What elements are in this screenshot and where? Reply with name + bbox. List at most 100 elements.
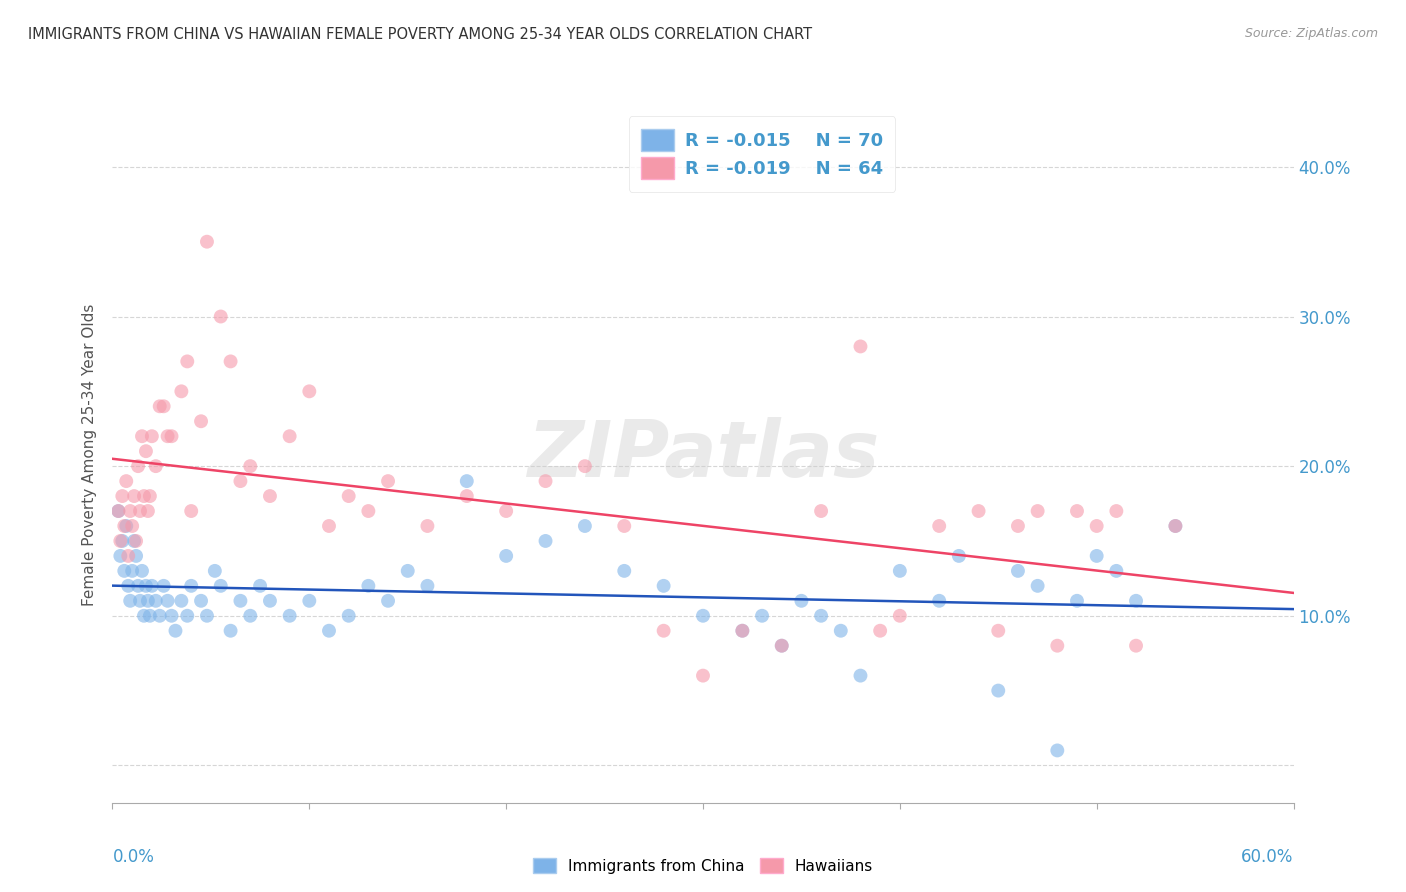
Point (278, 429, 301, 443)
Point (117, 579, 139, 593)
Point (160, 608, 183, 623)
Point (770, 639, 793, 653)
Point (141, 579, 163, 593)
Point (149, 399, 172, 413)
Point (869, 624, 891, 638)
Point (170, 594, 193, 608)
Point (170, 384, 193, 399)
Text: 0.0%: 0.0% (112, 847, 155, 866)
Point (112, 519, 135, 533)
Point (534, 533, 557, 548)
Point (122, 533, 145, 548)
Point (156, 594, 179, 608)
Point (115, 474, 138, 488)
Point (318, 624, 340, 638)
Point (1046, 639, 1069, 653)
Point (135, 579, 157, 593)
Text: IMMIGRANTS FROM CHINA VS HAWAIIAN FEMALE POVERTY AMONG 25-34 YEAR OLDS CORRELATI: IMMIGRANTS FROM CHINA VS HAWAIIAN FEMALE… (28, 27, 813, 42)
Point (495, 549, 517, 563)
Point (125, 533, 148, 548)
Point (652, 624, 675, 638)
Point (209, 310, 232, 324)
Point (145, 459, 167, 474)
Point (1066, 594, 1088, 608)
Point (987, 624, 1010, 638)
Point (131, 429, 153, 443)
Point (110, 549, 132, 563)
Point (117, 549, 139, 563)
Point (1105, 504, 1128, 518)
Point (987, 683, 1010, 698)
Point (219, 354, 242, 368)
Point (139, 489, 162, 503)
Point (396, 564, 419, 578)
Point (770, 639, 793, 653)
Point (107, 504, 129, 518)
Point (190, 414, 212, 428)
Point (131, 564, 153, 578)
Point (229, 474, 252, 488)
Point (190, 594, 212, 608)
Point (357, 504, 380, 518)
Point (111, 533, 134, 548)
Point (790, 594, 813, 608)
Point (127, 579, 149, 593)
Point (810, 608, 832, 623)
Point (731, 624, 754, 638)
Point (1026, 579, 1049, 593)
Point (136, 504, 159, 518)
Text: Source: ZipAtlas.com: Source: ZipAtlas.com (1244, 27, 1378, 40)
Point (928, 594, 950, 608)
Point (278, 608, 301, 623)
Point (249, 579, 271, 593)
Point (692, 608, 714, 623)
Point (456, 474, 478, 488)
Point (135, 444, 157, 458)
Point (416, 579, 439, 593)
Point (1105, 564, 1128, 578)
Point (107, 504, 129, 518)
Point (574, 519, 596, 533)
Point (121, 519, 143, 533)
Point (357, 579, 380, 593)
Point (165, 624, 187, 638)
Point (111, 489, 134, 503)
Point (141, 429, 163, 443)
Point (1085, 549, 1108, 563)
Point (751, 608, 773, 623)
Point (830, 624, 852, 638)
Point (120, 504, 142, 518)
Point (156, 429, 179, 443)
Point (239, 608, 262, 623)
Point (152, 399, 174, 413)
Point (692, 668, 714, 682)
Point (1046, 743, 1069, 757)
Point (176, 608, 198, 623)
Point (195, 608, 218, 623)
Legend: R = -0.015    N = 70, R = -0.019    N = 64: R = -0.015 N = 70, R = -0.019 N = 64 (628, 116, 896, 192)
Point (1007, 564, 1029, 578)
Point (129, 594, 152, 608)
Point (180, 504, 202, 518)
Point (1164, 519, 1187, 533)
Point (120, 594, 142, 608)
Point (495, 504, 517, 518)
Point (889, 564, 911, 578)
Point (110, 533, 132, 548)
Point (889, 608, 911, 623)
Point (1125, 594, 1147, 608)
Legend: Immigrants from China, Hawaiians: Immigrants from China, Hawaiians (527, 852, 879, 880)
Point (122, 489, 145, 503)
Point (239, 459, 262, 474)
Point (731, 624, 754, 638)
Point (259, 594, 281, 608)
Point (176, 354, 198, 368)
Point (613, 564, 636, 578)
Point (112, 564, 135, 578)
Point (195, 235, 218, 249)
Point (209, 579, 232, 593)
Point (337, 489, 360, 503)
Text: 60.0%: 60.0% (1241, 847, 1294, 866)
Point (132, 608, 155, 623)
Point (318, 519, 340, 533)
